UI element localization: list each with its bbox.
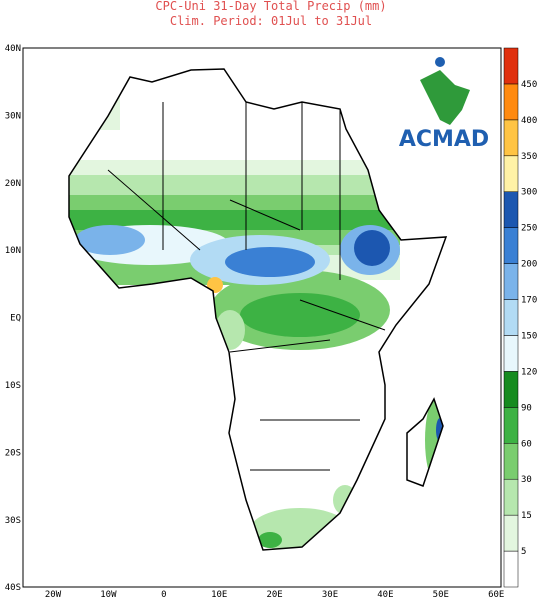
colorbar-label: 400 [521, 116, 537, 126]
lat-label: EQ [10, 314, 21, 324]
colorbar-label: 90 [521, 403, 532, 413]
colorbar-label: 250 [521, 224, 537, 234]
colorbar-label: 350 [521, 152, 537, 162]
colorbar-label: 450 [521, 80, 537, 90]
logo-icon [420, 70, 470, 125]
lon-label: 60E [488, 590, 504, 600]
logo: ACMAD [399, 57, 489, 152]
coastline [68, 68, 448, 551]
colorbar: 5 15 30 60 90 120 150 170 200 250 300 350 400 450 [503, 47, 537, 588]
lon-label: 50E [433, 590, 449, 600]
colorbar-swatch [503, 83, 519, 121]
title-line: Clim. Period: 01Jul to 31Jul [170, 14, 372, 28]
colorbar-label: 200 [521, 260, 537, 270]
colorbar-swatch [503, 443, 519, 480]
lon-label: 0 [161, 590, 166, 600]
lat-label: 40N [5, 44, 21, 54]
logo-drop [435, 57, 445, 67]
lon-label: 20W [45, 590, 62, 600]
colorbar-swatch [503, 550, 519, 588]
colorbar-label: 120 [521, 367, 537, 377]
lat-label: 30N [5, 111, 21, 121]
precip-field [69, 90, 445, 550]
colorbar-label: 5 [521, 547, 526, 557]
axes: 40N 30N 20N 10N EQ 10S 20S 30S 40S 20W 10W 0 10E 20E 3… [5, 44, 505, 600]
colorbar-swatch [503, 335, 519, 372]
lon-label: 30E [322, 590, 338, 600]
colorbar-swatch [503, 407, 519, 444]
colorbar-swatch [503, 263, 519, 300]
colorbar-swatch [503, 47, 519, 85]
lat-label: 10N [5, 246, 21, 256]
colorbar-swatch [503, 191, 519, 228]
colorbar-swatch [503, 371, 519, 408]
colorbar-label: 170 [521, 296, 537, 306]
lat-label: 10S [5, 381, 21, 391]
colorbar-label: 150 [521, 331, 537, 341]
colorbar-label: 15 [521, 511, 532, 521]
lon-label: 20E [266, 590, 282, 600]
lat-label: 20N [5, 179, 21, 189]
logo-text: ACMAD [399, 127, 489, 152]
colorbar-label: 60 [521, 439, 532, 449]
title-line: CPC-Uni 31-Day Total Precip (mm) [155, 0, 386, 13]
colorbar-label: 30 [521, 475, 532, 485]
lon-label: 10W [100, 590, 117, 600]
borders [107, 102, 386, 471]
colorbar-swatch [503, 478, 519, 516]
lon-label: 10E [211, 590, 227, 600]
lat-label: 30S [5, 516, 21, 526]
colorbar-swatch [503, 155, 519, 192]
colorbar-swatch [503, 119, 519, 157]
colorbar-swatch [503, 299, 519, 336]
lat-label: 20S [5, 448, 21, 458]
colorbar-label: 300 [521, 188, 537, 198]
colorbar-swatch [503, 227, 519, 264]
colorbar-swatch [503, 514, 519, 552]
lon-label: 40E [377, 590, 393, 600]
lat-label: 40S [5, 583, 21, 593]
